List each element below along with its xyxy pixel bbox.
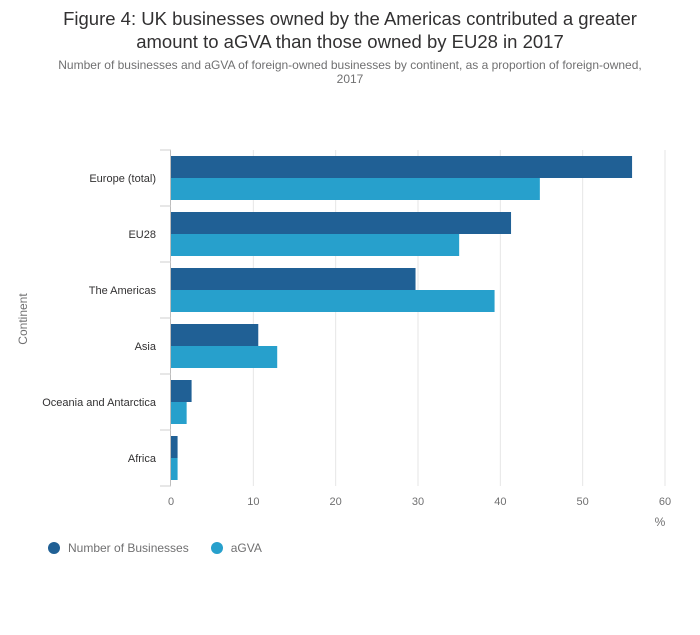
bar-agva bbox=[171, 178, 540, 200]
bar-businesses bbox=[171, 156, 633, 178]
bar-businesses bbox=[171, 212, 512, 234]
x-tick-label: 50 bbox=[577, 496, 589, 508]
chart-subtitle-line-1: Number of businesses and aGVA of foreign… bbox=[58, 58, 642, 72]
category-label: Oceania and Antarctica bbox=[42, 397, 157, 409]
legend: Number of Businesses aGVA bbox=[48, 541, 284, 555]
chart-title-line-2: amount to aGVA than those owned by EU28 … bbox=[136, 31, 564, 52]
bar-agva bbox=[171, 458, 178, 480]
bar-businesses bbox=[171, 380, 192, 402]
x-tick-label: 10 bbox=[247, 496, 259, 508]
x-tick-label: 20 bbox=[330, 496, 342, 508]
x-axis-title: % bbox=[655, 515, 666, 529]
bar-businesses bbox=[171, 436, 178, 458]
y-axis-title: Continent bbox=[16, 293, 30, 345]
chart-title-line-1: Figure 4: UK businesses owned by the Ame… bbox=[63, 8, 637, 29]
x-tick-label: 40 bbox=[494, 496, 506, 508]
chart-title: Figure 4: UK businesses owned by the Ame… bbox=[0, 7, 700, 53]
category-label: The Americas bbox=[89, 285, 157, 297]
chart-subtitle: Number of businesses and aGVA of foreign… bbox=[40, 58, 660, 86]
bar-agva bbox=[171, 346, 278, 368]
legend-swatch-agva bbox=[210, 542, 223, 554]
bar-businesses bbox=[171, 268, 416, 290]
category-label: Europe (total) bbox=[89, 173, 156, 185]
bar-agva bbox=[171, 234, 460, 256]
chart-subtitle-line-2: 2017 bbox=[336, 72, 364, 86]
legend-item-agva[interactable]: aGVA bbox=[210, 541, 262, 555]
category-label: EU28 bbox=[128, 229, 156, 241]
x-tick-label: 0 bbox=[168, 496, 174, 508]
category-label: Asia bbox=[135, 341, 157, 353]
legend-label-agva: aGVA bbox=[230, 541, 262, 555]
bar-agva bbox=[171, 290, 495, 312]
x-tick-label: 30 bbox=[412, 496, 424, 508]
bar-businesses bbox=[171, 324, 259, 346]
category-label: Africa bbox=[128, 453, 157, 465]
legend-label-number-of-businesses: Number of Businesses bbox=[68, 541, 189, 555]
bar-agva bbox=[171, 402, 187, 424]
x-tick-label: 60 bbox=[659, 496, 671, 508]
legend-item-number-of-businesses[interactable]: Number of Businesses bbox=[48, 541, 189, 555]
legend-swatch-number-of-businesses bbox=[48, 542, 60, 554]
